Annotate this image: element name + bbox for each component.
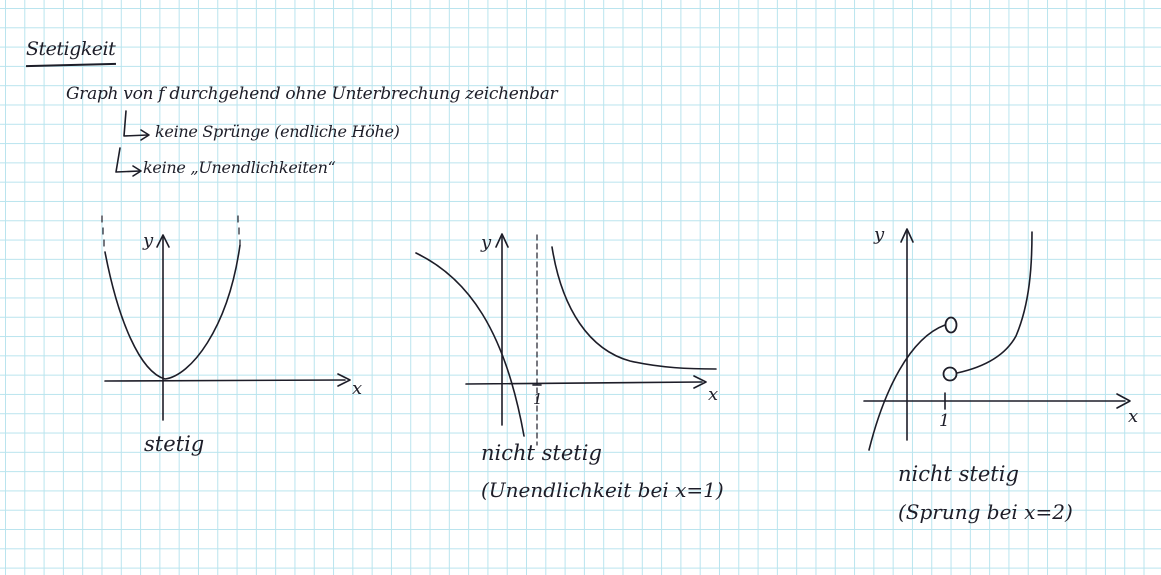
y-axis-arrowhead <box>495 233 509 248</box>
graph2-reason: (Unendlichkeit bei x=1) <box>481 478 724 502</box>
continuation-dots-right <box>237 215 241 245</box>
graph3-reason: (Sprung bei x=2) <box>898 500 1073 524</box>
x-axis <box>104 379 346 382</box>
y-axis-arrowhead <box>900 228 914 243</box>
graph3-tick-label: 1 <box>939 411 950 431</box>
graph2-x-label: x <box>708 384 719 405</box>
parabola-curve <box>104 244 241 380</box>
definition-text: Graph von f durchgehend ohne Unterbrechu… <box>66 84 558 104</box>
left-branch <box>415 252 525 437</box>
graph2-y-label: y <box>481 232 492 253</box>
right-branch <box>551 246 717 370</box>
graph-continuous <box>101 215 351 421</box>
open-circle-lower <box>942 366 958 382</box>
bullet-no-jumps: keine Sprünge (endliche Höhe) <box>155 122 400 141</box>
right-branch <box>956 231 1033 374</box>
graph2-tick-label: 1 <box>533 390 543 408</box>
x-axis-arrowhead <box>337 373 351 387</box>
continuation-dots-left <box>101 215 105 247</box>
bullet-arrow-1 <box>123 110 150 141</box>
graph1-x-label: x <box>352 378 363 399</box>
graph3-y-label: y <box>874 224 885 245</box>
x-axis <box>465 381 703 385</box>
graph1-caption: stetig <box>144 432 205 456</box>
graph1-y-label: y <box>143 230 154 251</box>
graph2-caption: nicht stetig <box>481 441 602 465</box>
graph-pole <box>415 233 717 446</box>
graph3-x-label: x <box>1128 406 1139 427</box>
bullet-no-infinities: keine „Unendlichkeiten“ <box>143 158 336 177</box>
x-axis-arrowhead <box>693 375 707 389</box>
graph3-caption: nicht stetig <box>898 462 1019 486</box>
left-branch <box>868 324 946 451</box>
graph-jump <box>863 228 1131 451</box>
x-axis-arrowhead <box>1116 393 1131 409</box>
page-title: Stetigkeit <box>26 38 116 60</box>
open-circle-upper <box>944 316 958 334</box>
bullet-arrow-2 <box>115 147 142 177</box>
y-axis-arrowhead <box>156 234 170 248</box>
